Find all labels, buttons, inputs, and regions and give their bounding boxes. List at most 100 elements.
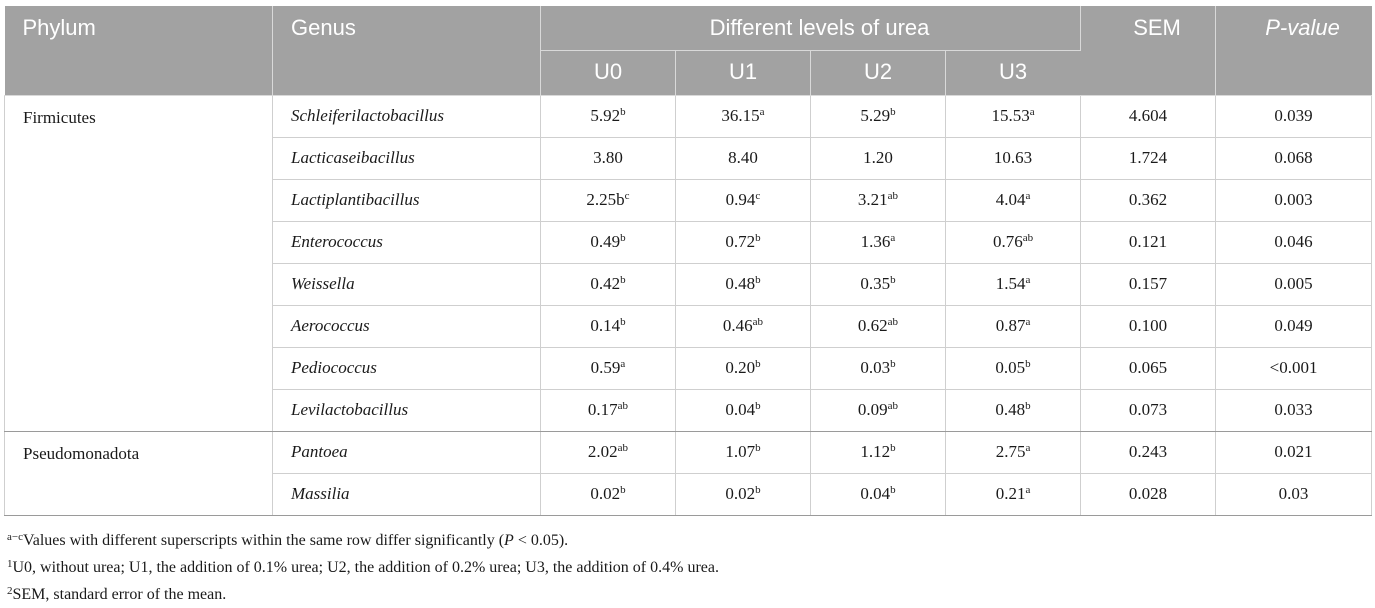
value-cell-u2: 0.03b: [810, 347, 946, 390]
sem-cell: 0.157: [1080, 263, 1217, 306]
superscript-letter: ab: [752, 316, 764, 328]
data-table: Phylum Genus Different levels of urea SE…: [4, 6, 1373, 516]
value-cell-u3: 0.21a: [945, 473, 1082, 516]
value-text: 0.04: [860, 484, 891, 503]
superscript-letter: a: [890, 232, 896, 244]
value-cell-u3: 0.87a: [945, 305, 1082, 348]
header-pvalue: P-value: [1215, 6, 1373, 96]
table-row: Levilactobacillus 0.17ab 0.04b 0.09ab 0.48b 0…: [5, 389, 1373, 432]
superscript-letter: b: [890, 274, 896, 286]
pvalue-cell: 0.003: [1215, 179, 1373, 222]
header-sem: SEM: [1080, 6, 1217, 96]
pvalue-cell: <0.001: [1215, 347, 1373, 390]
table-row: Weissella 0.42b 0.48b 0.35b 1.54a 0.157 0.005: [5, 263, 1373, 306]
superscript-letter: b: [620, 106, 626, 118]
value-cell-u3: 1.54a: [945, 263, 1082, 306]
value-cell-u2: 5.29b: [810, 94, 946, 138]
value-text: 0.04: [725, 400, 756, 419]
superscript-letter: a: [620, 358, 626, 370]
value-text: 1.20: [863, 148, 893, 167]
genus-cell: Pediococcus: [272, 347, 541, 390]
superscript-letter: b: [755, 442, 761, 454]
header-u2: U2: [810, 50, 946, 96]
value-text: 0.03: [860, 358, 891, 377]
value-cell-u2: 1.20: [810, 137, 946, 180]
header-u1: U1: [675, 50, 811, 96]
value-cell-u1: 1.07b: [675, 431, 811, 474]
genus-cell: Schleiferilactobacillus: [272, 94, 541, 138]
phylum-cell: Firmicutes: [4, 94, 273, 432]
header-levels: Different levels of urea: [540, 6, 1082, 51]
footnote-significance: a−cValues with different superscripts wi…: [7, 527, 1374, 554]
superscript-letter: ab: [1022, 232, 1034, 244]
footnote-p-symbol: P: [504, 531, 514, 549]
footnote-text-tail: < 0.05).: [513, 531, 569, 549]
value-cell-u0: 0.02b: [540, 473, 676, 516]
superscript-letter: a: [1025, 316, 1031, 328]
value-cell-u0: 2.25bc: [540, 179, 676, 222]
value-text: 0.48: [725, 274, 756, 293]
header-genus: Genus: [272, 6, 541, 96]
value-text: 0.02: [725, 484, 756, 503]
value-text: 3.21: [857, 190, 888, 209]
pvalue-cell: 0.049: [1215, 305, 1373, 348]
value-cell-u2: 0.04b: [810, 473, 946, 516]
sem-cell: 0.028: [1080, 473, 1217, 516]
value-cell-u1: 0.48b: [675, 263, 811, 306]
value-text: 0.94: [725, 190, 756, 209]
superscript-letter: c: [624, 190, 630, 202]
value-cell-u3: 0.48b: [945, 389, 1082, 432]
table-row: Aerococcus 0.14b 0.46ab 0.62ab 0.87a 0.100 0.0…: [5, 305, 1373, 348]
superscript-letter: ab: [887, 400, 899, 412]
value-text: 15.53: [991, 106, 1030, 125]
pvalue-cell: 0.046: [1215, 221, 1373, 264]
value-text: 0.14: [590, 316, 621, 335]
pvalue-cell: 0.033: [1215, 389, 1373, 432]
superscript-letter: a: [1025, 484, 1031, 496]
value-text: 0.17: [587, 400, 618, 419]
superscript-letter: b: [890, 442, 896, 454]
sem-cell: 1.724: [1080, 137, 1217, 180]
value-cell-u3: 0.76ab: [945, 221, 1082, 264]
superscript-letter: b: [620, 232, 626, 244]
value-text: 0.46: [722, 316, 753, 335]
sem-cell: 0.073: [1080, 389, 1217, 432]
sem-cell: 0.065: [1080, 347, 1217, 390]
footnote-mark: 1: [7, 557, 13, 570]
value-cell-u0: 0.49b: [540, 221, 676, 264]
value-text: 0.48: [995, 400, 1026, 419]
superscript-letter: b: [755, 484, 761, 496]
sem-cell: 0.121: [1080, 221, 1217, 264]
superscript-letter: b: [1025, 400, 1031, 412]
genus-cell: Massilia: [272, 473, 541, 516]
value-text: 0.49: [590, 232, 621, 251]
value-cell-u3: 0.05b: [945, 347, 1082, 390]
superscript-letter: ab: [887, 190, 899, 202]
table-header: Phylum Genus Different levels of urea SE…: [4, 6, 1373, 96]
pvalue-cell: 0.03: [1215, 473, 1373, 516]
genus-cell: Lacticaseibacillus: [272, 137, 541, 180]
sem-cell: 0.243: [1080, 431, 1217, 474]
value-text: 0.05: [995, 358, 1026, 377]
value-text: 0.02: [590, 484, 621, 503]
table-row: Massilia 0.02b 0.02b 0.04b 0.21a 0.028 0.03: [5, 473, 1373, 516]
genus-cell: Weissella: [272, 263, 541, 306]
footnote-mark: 2: [7, 584, 13, 597]
phylum-cell: Pseudomonadota: [4, 431, 273, 516]
genus-cell: Pantoea: [272, 431, 541, 474]
value-cell-u0: 2.02ab: [540, 431, 676, 474]
value-cell-u0: 0.42b: [540, 263, 676, 306]
superscript-letter: a: [1025, 274, 1031, 286]
value-text: 1.12: [860, 442, 891, 461]
superscript-letter: a: [759, 106, 765, 118]
pvalue-cell: 0.021: [1215, 431, 1373, 474]
value-cell-u3: 10.63: [945, 137, 1082, 180]
value-text: 5.92: [590, 106, 621, 125]
pvalue-cell: 0.039: [1215, 94, 1373, 138]
value-text: 2.02: [587, 442, 618, 461]
value-cell-u1: 0.94c: [675, 179, 811, 222]
sem-cell: 4.604: [1080, 94, 1217, 138]
sem-cell: 0.362: [1080, 179, 1217, 222]
value-text: 8.40: [728, 148, 758, 167]
genus-cell: Lactiplantibacillus: [272, 179, 541, 222]
